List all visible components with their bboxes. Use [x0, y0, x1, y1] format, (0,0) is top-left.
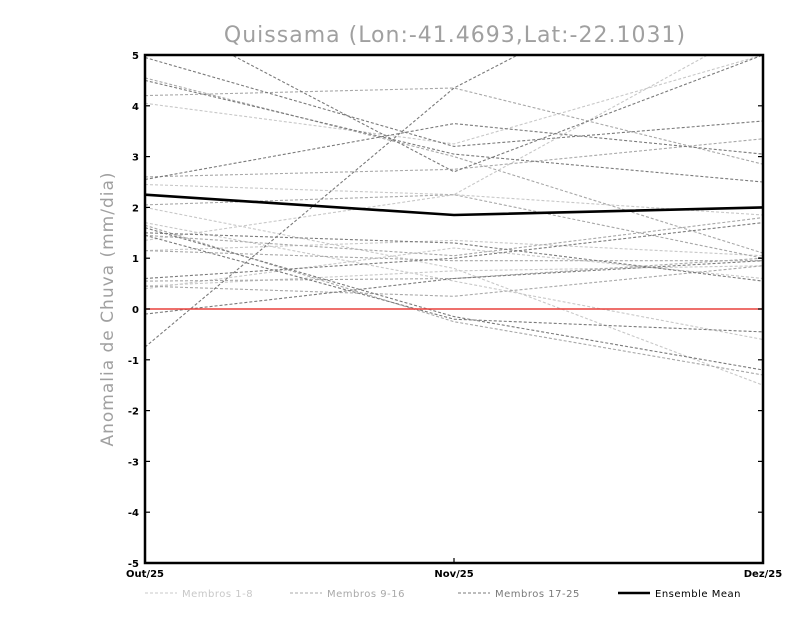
series-layer [145, 55, 763, 386]
y-tick-label: -5 [128, 559, 139, 570]
member-line-3 [145, 194, 763, 241]
x-ticks: Out/25 Nov/25 Dez/25 [126, 558, 782, 580]
member-line-18 [145, 56, 763, 147]
member-line-16 [145, 265, 763, 297]
member-line-22 [145, 227, 763, 371]
member-line-24 [145, 260, 763, 315]
y-tick-label: 2 [132, 203, 139, 214]
y-tick-label: -4 [128, 508, 139, 519]
x-tick-label: Dez/25 [744, 569, 783, 580]
member-line-23 [145, 55, 519, 348]
member-line-14 [145, 87, 763, 165]
member-line-26 [145, 234, 763, 333]
x-tick-label: Out/25 [126, 569, 164, 580]
member-line-12 [145, 250, 763, 262]
y-axis-label: Anomalia de Chuva (mm/dia) [98, 171, 118, 446]
legend-label: Ensemble Mean [655, 589, 741, 600]
member-line-4 [145, 265, 763, 287]
legend: Membros 1-8 Membros 9-16 Membros 17-25 Ense… [145, 589, 741, 600]
member-line-19 [145, 79, 763, 183]
member-line-20 [145, 123, 763, 181]
y-tick-label: 1 [132, 254, 139, 265]
legend-label: Membros 9-16 [327, 589, 405, 600]
legend-label: Membros 17-25 [495, 589, 580, 600]
member-line-17 [145, 138, 763, 178]
member-line-9 [145, 77, 763, 254]
y-tick-label: -1 [128, 356, 139, 367]
y-tick-label: 3 [132, 153, 139, 164]
y-tick-label: -2 [128, 407, 139, 418]
member-line-21 [145, 232, 763, 282]
member-line-13 [145, 257, 763, 282]
y-tick-label: -3 [128, 457, 139, 468]
member-line-10 [145, 194, 763, 259]
member-line-6 [145, 206, 763, 386]
x-tick-label: Nov/25 [434, 569, 473, 580]
chart-title: Quissama (Lon:-41.4693,Lat:-22.1031) [224, 23, 686, 48]
member-line-1 [145, 55, 763, 145]
member-line-25 [145, 222, 763, 280]
y-tick-label: 0 [132, 305, 139, 316]
member-line-2 [145, 55, 709, 196]
ensemble-mean-line [145, 193, 763, 217]
mean-layer [145, 193, 763, 217]
member-line-27 [230, 55, 763, 173]
member-line-8 [145, 247, 763, 290]
y-tick-label: 4 [132, 102, 139, 113]
y-tick-label: 5 [132, 51, 139, 62]
legend-label: Membros 1-8 [182, 589, 253, 600]
member-line-11 [145, 217, 763, 257]
member-line-5 [145, 239, 763, 257]
y-ticks: 5 4 3 2 1 0 -1 -2 -3 -4 -5 [128, 51, 763, 570]
